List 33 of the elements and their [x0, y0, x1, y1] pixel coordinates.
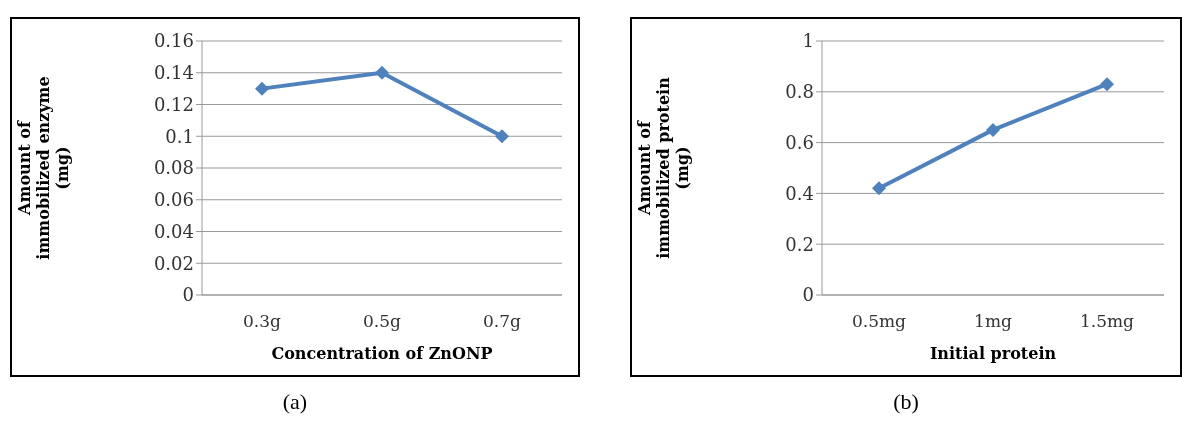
y-tick-label: 0 [802, 284, 814, 306]
y-tick-label: 0.06 [153, 189, 194, 211]
y-tick-label: 0.6 [785, 131, 814, 153]
y-axis-title: Amount of immobilized enzyme (mg) [15, 76, 72, 260]
text: (a) [281, 389, 309, 415]
y-tick-label: 0.1 [165, 125, 194, 147]
y-tick-label: 0.4 [785, 182, 814, 204]
y-axis-title: Amount of immobilized protein (mg) [635, 76, 692, 259]
y-tick-label: 0.04 [153, 220, 194, 242]
point [986, 122, 1000, 137]
y-tick-label: 0.02 [153, 252, 194, 274]
y-tick-label: 0.2 [785, 233, 814, 255]
y-tick-label: 1 [802, 30, 814, 52]
y-tick-label: 0.12 [153, 93, 194, 115]
point [872, 181, 886, 196]
y-tick-label: 0.8 [785, 81, 814, 103]
x-axis-title: Concentration of ZnONP [271, 344, 493, 363]
y-tick-label: 0.14 [153, 62, 194, 84]
x-tick-label: 0.7g [483, 311, 522, 332]
x-tick-label: 0.5mg [851, 311, 907, 332]
point [1100, 77, 1114, 92]
point [375, 65, 389, 80]
x-tick-label: 0.5g [363, 311, 402, 332]
y-tick-label: 0.16 [153, 30, 194, 52]
x-tick-label: 1.5mg [1079, 311, 1135, 332]
point [255, 81, 269, 96]
y-tick-label: 0 [182, 284, 194, 306]
x-tick-label: 1mg [974, 311, 1013, 332]
text: (b) [892, 389, 920, 415]
point [495, 129, 509, 144]
x-tick-label: 0.3g [243, 311, 282, 332]
y-tick-label: 0.08 [153, 157, 194, 179]
x-axis-title: Initial protein [929, 344, 1057, 363]
